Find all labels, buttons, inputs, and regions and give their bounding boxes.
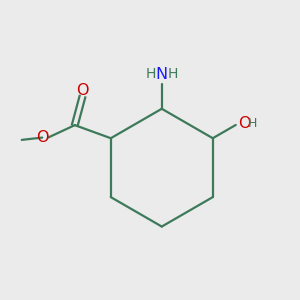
Text: O: O — [238, 116, 250, 131]
Text: H: H — [248, 117, 257, 130]
Text: O: O — [76, 83, 89, 98]
Text: O: O — [36, 130, 49, 145]
Text: H: H — [146, 67, 156, 81]
Text: N: N — [156, 67, 168, 82]
Text: H: H — [168, 67, 178, 81]
